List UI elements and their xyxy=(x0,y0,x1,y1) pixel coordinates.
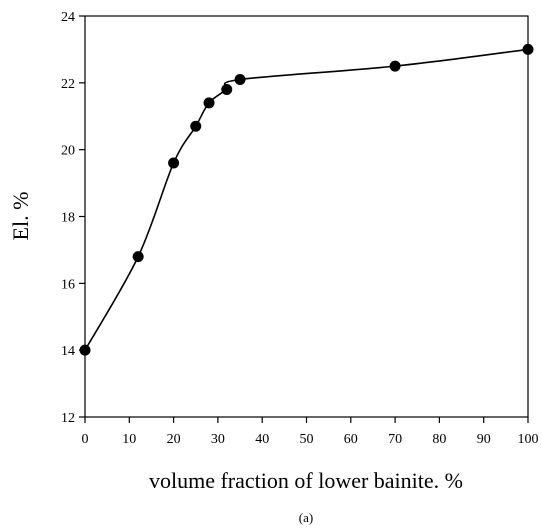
y-tick-label: 20 xyxy=(61,144,75,159)
x-tick-label: 20 xyxy=(167,432,181,447)
data-point xyxy=(190,120,202,132)
x-tick-label: 0 xyxy=(82,432,89,447)
x-tick-label: 100 xyxy=(518,432,539,447)
x-axis-title: volume fraction of lower bainite. % xyxy=(149,468,463,493)
data-point xyxy=(168,157,180,169)
x-axis-ticks: 0 10 20 30 40 50 60 70 80 90 100 xyxy=(82,417,539,447)
y-axis-title: El. % xyxy=(8,192,33,241)
data-point xyxy=(234,73,246,85)
data-point xyxy=(389,60,401,72)
data-point xyxy=(522,43,534,55)
y-tick-label: 16 xyxy=(61,277,75,292)
x-tick-label: 80 xyxy=(432,432,446,447)
x-tick-label: 60 xyxy=(344,432,358,447)
data-point xyxy=(132,251,144,263)
y-tick-label: 22 xyxy=(61,77,75,92)
data-point xyxy=(79,344,91,356)
series-line xyxy=(84,48,529,351)
data-points xyxy=(79,43,534,356)
x-tick-label: 70 xyxy=(388,432,402,447)
y-tick-label: 18 xyxy=(61,211,75,226)
x-tick-label: 40 xyxy=(255,432,269,447)
y-tick-label: 24 xyxy=(61,10,75,25)
x-tick-label: 90 xyxy=(477,432,491,447)
data-point xyxy=(221,84,233,96)
y-axis-ticks: 12 14 16 18 20 22 24 xyxy=(61,10,85,426)
y-tick-label: 14 xyxy=(61,344,75,359)
plot-frame xyxy=(84,15,529,418)
plot-area xyxy=(84,15,529,418)
x-tick-label: 50 xyxy=(300,432,314,447)
x-tick-label: 10 xyxy=(122,432,136,447)
y-tick-label: 12 xyxy=(61,411,75,426)
figure-caption: (a) xyxy=(299,510,313,525)
x-tick-label: 30 xyxy=(211,432,225,447)
data-point xyxy=(203,97,215,109)
